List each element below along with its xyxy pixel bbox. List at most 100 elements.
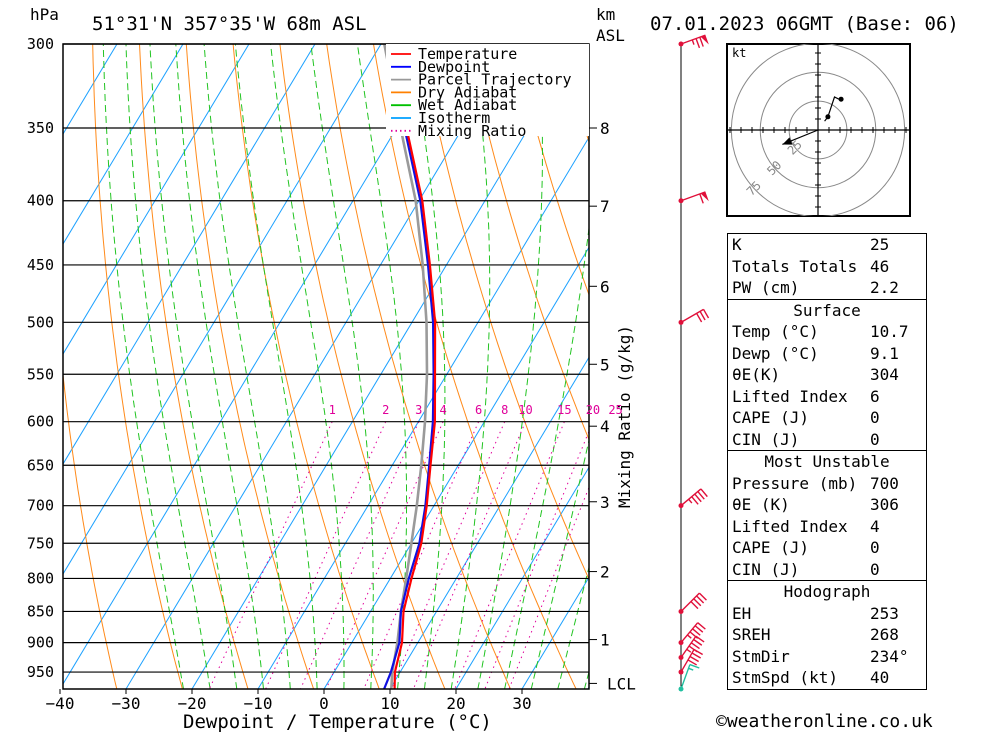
index-row: CAPE (J) 0 [728,537,926,559]
dry-adiabat-line [185,44,315,689]
pressure-tick-label: 300 [27,35,54,53]
pressure-tick-label: 400 [27,192,54,210]
x-tick-label: 20 [446,694,465,713]
pressure-tick-label: 750 [27,534,54,552]
isotherm-line [63,44,184,245]
index-value: 0 [870,559,880,579]
mixing-ratio-label: 1 [329,403,336,417]
x-tick-label: −30 [112,694,141,713]
index-row: StmSpd (kt) 40 [728,667,926,689]
index-row: θE(K) 304 [728,364,926,386]
index-name: Totals Totals [732,256,858,276]
km-tick-label: LCL [607,674,636,693]
wet-adiabat-line [477,44,544,689]
index-name: CIN (J) [732,429,800,449]
index-name: StmDir [732,646,790,666]
isotherm-line [63,44,118,135]
mixing-ratio-line [265,421,387,689]
mixing-ratio-label: 3 [415,403,422,417]
index-name: K [732,235,742,254]
index-name: SREH [732,625,771,644]
km-tick-label: 3 [600,493,610,512]
most-unstable-box: Most Unstable Pressure (mb) 700 θE (K) 306 L… [727,450,927,580]
axis-labels: 3003504004505005506006507007508008509009… [27,35,636,713]
index-value: 10.7 [870,322,909,341]
legend-box [386,44,589,136]
pressure-tick-label: 700 [27,497,54,515]
hodograph-unit-label: kt [732,46,746,60]
index-name: StmSpd (kt) [732,668,838,687]
x-tick-label: 10 [380,694,399,713]
wind-barb [680,648,704,673]
x-axis-label: Dewpoint / Temperature (°C) [183,711,492,733]
credit-link[interactable]: ©weatheronline.co.uk [716,711,933,732]
mixing-ratio-line [508,486,589,689]
isotherm-line [0,0,111,689]
index-row: Pressure (mb) 700 [728,473,926,495]
index-row: CIN (J) 0 [728,429,926,451]
storm-motion-arrowhead [782,137,793,145]
pressure-tick-label: 900 [27,634,54,652]
index-row: Totals Totals 46 [728,256,926,278]
wet-adiabat-line [410,44,446,689]
pressure-tick-label: 450 [27,256,54,274]
index-value: 6 [870,386,880,406]
isotherm-line [63,44,382,575]
index-name: θE (K) [732,495,790,514]
dry-adiabat-line [63,370,118,689]
mixing-ratio-line [325,421,444,689]
index-value: 0 [870,538,880,557]
mixing-ratio-label: 15 [557,403,571,417]
mixing-ratio-label: 2 [382,403,389,417]
index-value: 234° [870,646,909,666]
index-row: CAPE (J) 0 [728,407,926,429]
hodograph-point [838,96,844,102]
index-row: K 25 [728,234,926,256]
isotherm-line [257,136,589,689]
wind-barb [680,663,700,690]
mixing-ratio-line [484,429,589,689]
km-tick-label: 1 [600,631,610,650]
index-value: 0 [870,429,880,449]
pressure-tick-label: 850 [27,602,54,620]
index-value: 2.2 [870,278,899,297]
index-name: CIN (J) [732,559,800,579]
mixing-ratio-label: 8 [501,403,508,417]
plot-frame [62,43,590,690]
datetime-title: 07.01.2023 06GMT (Base: 06) [650,13,959,35]
mixing-ratio-label: 20 [586,403,600,417]
wet-adiabat-line [310,44,374,689]
mixing-ratio-label: 6 [475,403,482,417]
mixing-ratio-line [390,421,506,689]
hpa-label: hPa [30,5,59,24]
wind-barb [680,635,705,658]
index-value: 700 [870,473,899,493]
wind-barb [680,34,709,49]
mixing-ratio-label: 25 [608,403,622,417]
pressure-level-lines [63,43,589,673]
sounding-profiles [383,44,437,689]
wind-barb [680,191,709,204]
index-row: Dewp (°C) 9.1 [728,343,926,365]
wet-adiabat-line [270,44,345,689]
mixing-ratio-axis-label: Mixing Ratio (g/kg) [615,325,634,508]
index-value: 0 [870,408,880,427]
pressure-tick-label: 500 [27,313,54,331]
index-row: θE (K) 306 [728,494,926,516]
index-name: Pressure (mb) [732,473,858,493]
asl-label: ASL [596,26,625,45]
isotherm-line [63,44,316,465]
index-value: 268 [870,625,899,644]
pressure-tick-label: 350 [27,119,54,137]
km-tick-label: 7 [600,197,610,216]
parcel-trajectory-profile [383,44,429,689]
km-label: km [596,5,615,24]
isotherm-line [63,44,250,355]
pressure-tick-label: 650 [27,456,54,474]
dry-adiabat-line [918,6,1000,700]
most-unstable-title: Most Unstable [764,452,890,471]
mixing-ratio-line [208,421,333,689]
